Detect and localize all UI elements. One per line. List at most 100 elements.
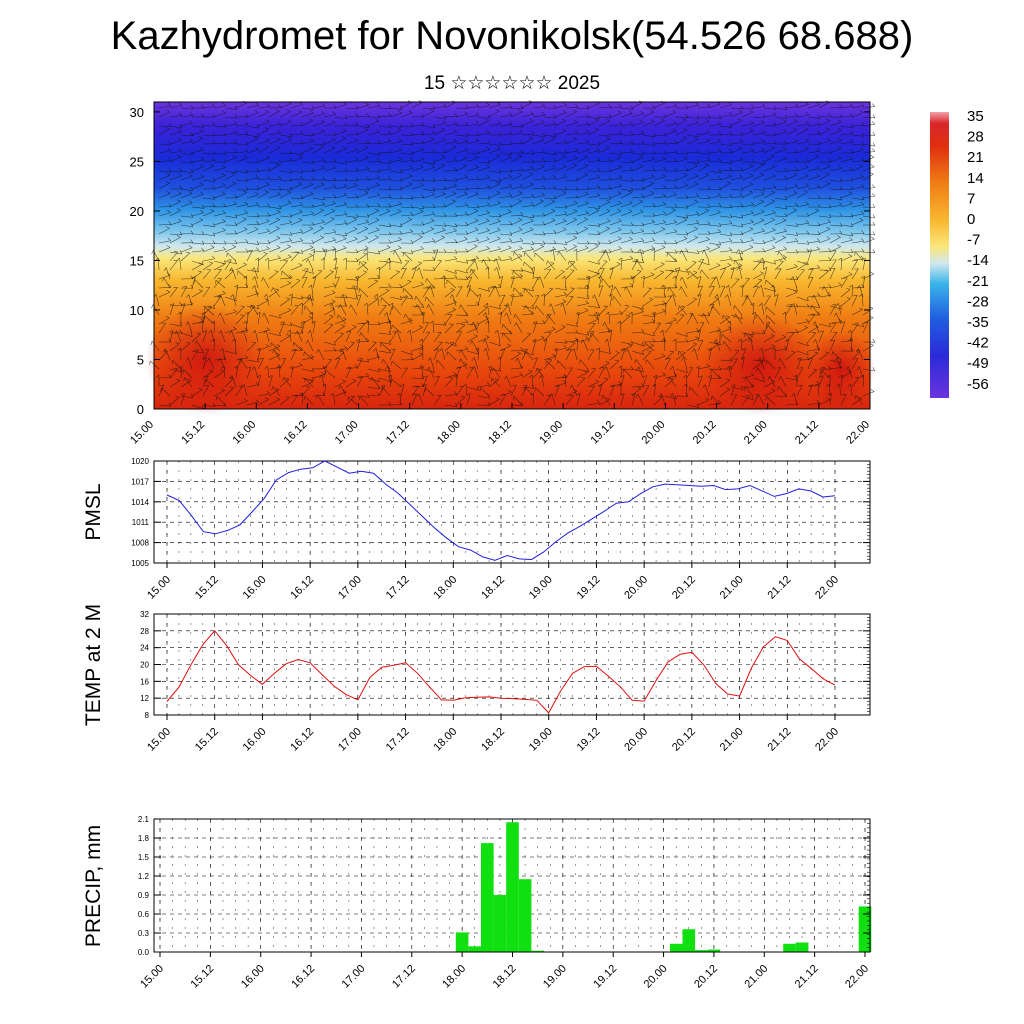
wind-barb [488,238,501,244]
wind-barb [389,179,402,182]
wind-barb-flag [490,286,495,288]
wind-barb-flag [545,360,547,365]
wind-barb [678,350,688,361]
wind-barb-flag [541,112,546,116]
wind-barb [279,103,292,109]
wind-barb [345,160,358,163]
wind-barb-flag [717,229,722,233]
wind-barb-flag [750,210,754,214]
wind-barb-flag [564,186,568,191]
wind-barb-flag [560,270,565,272]
wind-barb [829,393,832,406]
wind-barb [279,202,292,208]
wind-barb-flag [245,113,249,117]
wind-barb-flag [493,258,497,263]
x-tick-label: 17.12 [384,726,412,754]
wind-barb [631,240,644,244]
wind-barb [202,160,215,163]
wind-barb-flag [266,175,271,179]
wind-barb [708,141,721,145]
wind-barb [213,193,226,199]
wind-barb-flag [860,147,864,151]
wind-barb-flag [728,101,732,105]
wind-barb [818,197,831,200]
wind-barb-flag [594,118,599,121]
wind-barb-flag [483,306,488,308]
wind-barb-flag [828,323,831,327]
wind-barb-flag [674,258,678,262]
wind-barb [301,277,308,289]
wind-barb-flag [412,267,417,270]
wind-barb [818,399,830,406]
wind-barb [411,248,424,253]
wind-barb-flag [861,141,865,146]
wind-barb-flag [795,166,799,171]
wind-barb [366,303,369,316]
wind-barb-flag [397,245,402,249]
wind-barb-flag [575,311,580,315]
wind-barb-flag [465,132,469,137]
wind-barb-flag [861,132,865,137]
wind-barb-flag [795,103,799,107]
wind-barb [202,106,215,109]
wind-barb-flag [571,260,576,263]
wind-barb [653,152,666,155]
wind-barb-flag [242,190,247,193]
wind-barb [235,143,248,146]
x-tick-label: 15.12 [179,419,207,447]
wind-barb-flag [296,279,301,281]
wind-barb-flag [869,343,874,346]
wind-barb-flag [398,156,403,161]
wind-barb-flag [755,367,759,372]
wind-barb-flag [399,177,403,182]
wind-barb [499,152,512,156]
wind-barb [653,176,666,181]
colorbar-label: -42 [967,335,989,352]
wind-barb [444,124,457,127]
wind-barb-flag [509,231,513,236]
wind-barb [829,246,841,253]
wind-barb-flag [377,168,381,173]
wind-barb [752,303,755,316]
wind-barb-flag [215,395,218,400]
wind-barb-flag [530,202,535,206]
wind-barb [642,345,654,352]
wind-barb [411,142,424,145]
wind-barb [378,350,391,354]
wind-barb-flag [658,393,662,397]
wind-barb-flag [300,321,305,324]
wind-barb [631,276,635,289]
wind-barb [565,261,576,271]
wind-barb [301,107,314,110]
wind-barb [653,249,656,262]
wind-barb [158,240,171,244]
wind-barb [818,259,831,262]
wind-barb-flag [688,387,691,392]
wind-barb-flag [531,287,534,292]
wind-barb-flag [551,136,555,139]
wind-barb-flag [178,148,183,152]
wind-barb-flag [663,184,667,189]
wind-barb-flag [729,357,733,362]
wind-barb [598,261,608,271]
wind-barb-flag [465,269,468,274]
wind-barb [378,107,391,109]
wind-barb [818,238,831,244]
wind-barb [497,330,501,343]
wind-barb [455,349,468,352]
wind-barb-flag [387,138,391,142]
wind-barb [840,321,846,334]
wind-barb-flag [750,201,754,206]
wind-barb-flag [266,138,270,142]
wind-barb [565,270,575,280]
wind-barb [785,404,798,406]
wind-barb [202,247,215,253]
wind-barb-flag [530,111,534,115]
wind-barb-flag [770,199,775,202]
wind-barb-flag [575,322,578,327]
wind-barb [664,231,677,235]
wind-barb [444,115,457,118]
wind-barb [477,318,489,325]
wind-barb [576,303,589,307]
wind-barb-flag [300,140,304,144]
